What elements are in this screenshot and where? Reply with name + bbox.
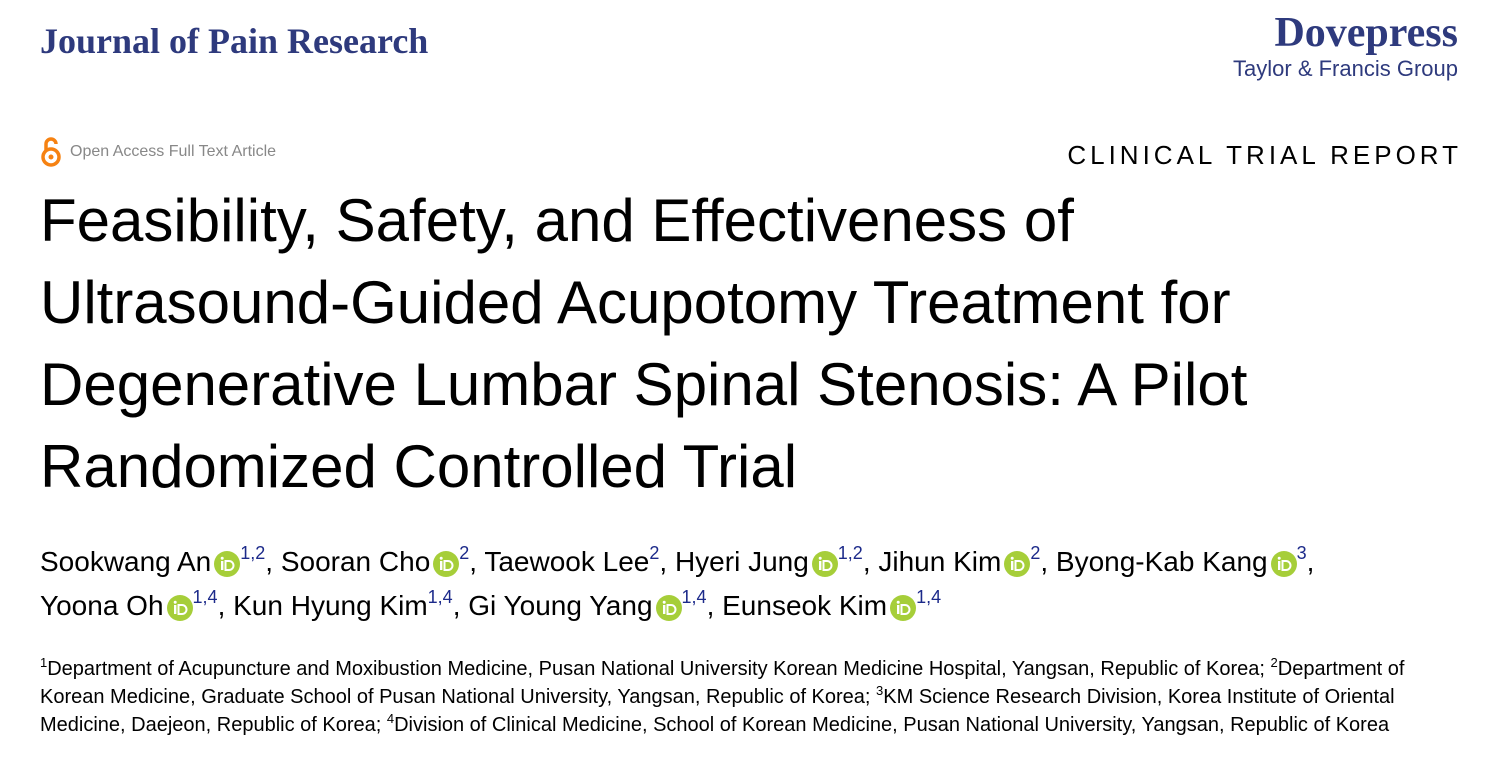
author-affiliation: 3: [1296, 543, 1307, 563]
author-name: Taewook Lee: [484, 546, 650, 577]
open-access-label: Open Access Full Text Article: [70, 143, 277, 160]
orcid-icon[interactable]: [214, 551, 241, 577]
author-name: Eunseok Kim: [722, 590, 888, 621]
separator: ,: [469, 546, 478, 577]
open-access-icon: [41, 137, 61, 167]
author-name: Gi Young Yang: [468, 590, 653, 621]
publisher: Dovepress Taylor & Francis Group: [1233, 10, 1458, 82]
separator: ,: [1040, 546, 1049, 577]
author-name: Hyeri Jung: [674, 546, 809, 577]
affiliation-list: 1Department of Acupuncture and Moxibusti…: [40, 655, 1465, 739]
separator: ,: [706, 590, 715, 621]
author-affiliation: 2: [649, 543, 660, 563]
author-affiliation: 2: [1030, 543, 1041, 563]
author: Kun Hyung Kim1,4,: [233, 587, 461, 621]
author-affiliation: 1,4: [916, 587, 942, 607]
article-title: Feasibility, Safety, and Effectiveness o…: [40, 180, 1247, 508]
author: Sookwang An 1,2,: [40, 543, 274, 577]
orcid-icon[interactable]: [166, 595, 193, 621]
separator: ,: [452, 590, 461, 621]
author: Gi Young Yang 1,4,: [468, 587, 715, 621]
affiliation-text: Department of Acupuncture and Moxibustio…: [47, 658, 1265, 680]
separator: ,: [1306, 546, 1315, 577]
orcid-icon[interactable]: [1270, 551, 1297, 577]
title-line: Ultrasound-Guided Acupotomy Treatment fo…: [40, 269, 1231, 336]
author-name: Sooran Cho: [280, 546, 431, 577]
article-type: CLINICAL TRIAL REPORT: [1067, 140, 1462, 170]
title-line: Randomized Controlled Trial: [40, 433, 798, 500]
affiliation: 3KM Science Research Division, Korea Ins…: [40, 683, 1395, 736]
author-affiliation: 1,4: [192, 587, 218, 607]
affiliation-number: 4: [386, 711, 395, 726]
author-affiliation: 1,4: [681, 587, 707, 607]
author: Sooran Cho 2,: [280, 543, 478, 577]
orcid-icon[interactable]: [1004, 551, 1031, 577]
author-affiliation: 1,2: [837, 543, 863, 563]
orcid-icon[interactable]: [433, 551, 460, 577]
separator: ,: [265, 546, 274, 577]
journal-name: Journal of Pain Research: [40, 21, 429, 61]
author: Taewook Lee2,: [484, 543, 668, 577]
title-line: Degenerative Lumbar Spinal Stenosis: A P…: [40, 351, 1248, 418]
publisher-group: Taylor & Francis Group: [1233, 56, 1458, 81]
separator: ,: [217, 590, 226, 621]
affiliation-number: 3: [876, 683, 884, 698]
author: Yoona Oh 1,4,: [40, 587, 226, 621]
author: Eunseok Kim 1,4: [722, 587, 942, 621]
author-name: Sookwang An: [40, 546, 212, 577]
affiliation: 1Department of Acupuncture and Moxibusti…: [40, 655, 1265, 680]
open-access: Open Access Full Text Article: [40, 136, 276, 168]
author: Byong-Kab Kang 3,: [1055, 543, 1315, 577]
author-affiliation: 1,4: [427, 587, 453, 607]
affiliation-number: 2: [1270, 655, 1278, 670]
orcid-icon[interactable]: [890, 595, 917, 621]
author: Jihun Kim 2,: [878, 543, 1049, 577]
affiliation: 4Division of Clinical Medicine, School o…: [386, 711, 1390, 736]
author-name: Byong-Kab Kang: [1055, 546, 1268, 577]
affiliation: 2Department of Korean Medicine, Graduate…: [40, 655, 1405, 708]
orcid-icon[interactable]: [811, 551, 838, 577]
title-line: Feasibility, Safety, and Effectiveness o…: [40, 187, 1074, 254]
publisher-name: Dovepress: [1274, 10, 1458, 56]
author-name: Kun Hyung Kim: [233, 590, 428, 621]
separator: ,: [862, 546, 871, 577]
affiliation-number: 1: [40, 655, 48, 670]
affiliation-text: Division of Clinical Medicine, School of…: [394, 714, 1390, 736]
author-affiliation: 1,2: [240, 543, 266, 563]
author-name: Jihun Kim: [878, 546, 1002, 577]
orcid-icon[interactable]: [655, 595, 682, 621]
author: Hyeri Jung 1,2,: [674, 543, 871, 577]
affiliation-text: Department of Korean Medicine, Graduate …: [40, 658, 1405, 708]
author-list: Sookwang An 1,2, Sooran Cho 2, Taewook Lee…: [40, 540, 1470, 628]
author-affiliation: 2: [459, 543, 470, 563]
separator: ,: [659, 546, 668, 577]
author-name: Yoona Oh: [40, 590, 164, 621]
affiliation-text: KM Science Research Division, Korea Inst…: [40, 686, 1395, 736]
